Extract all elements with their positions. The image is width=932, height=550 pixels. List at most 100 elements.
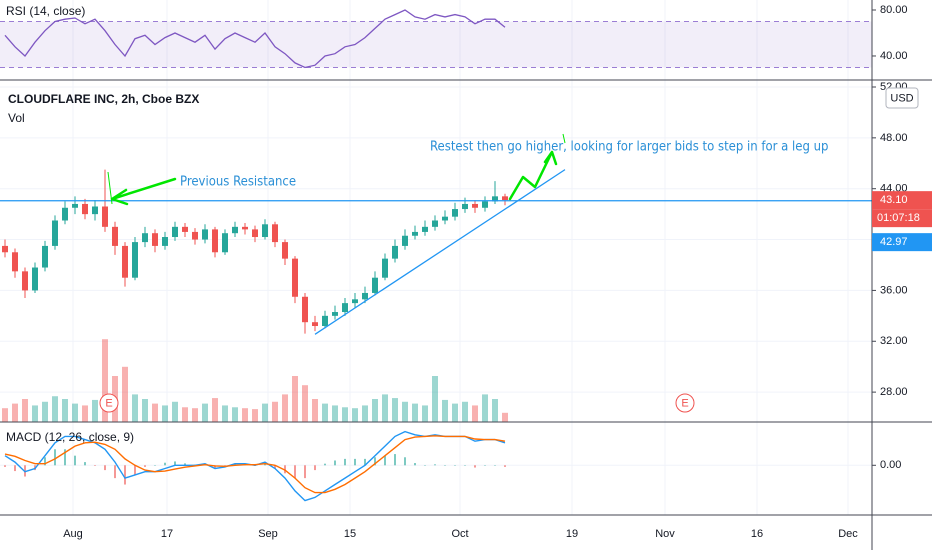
volume-bar — [492, 399, 498, 422]
rsi-label: RSI (14, close) — [6, 4, 85, 18]
earnings-marker-label[interactable]: E — [681, 397, 688, 409]
volume-bar — [152, 403, 158, 422]
volume-bar — [62, 399, 68, 422]
countdown-tag — [872, 209, 932, 228]
grid — [72, 0, 849, 515]
candle-body — [212, 229, 218, 253]
volume-bar — [182, 407, 188, 422]
earnings-marker-label[interactable]: E — [105, 397, 112, 409]
candle-body — [392, 245, 398, 259]
macd-histogram-bar — [234, 463, 236, 466]
countdown-label: 01:07:18 — [877, 212, 920, 224]
x-tick-label: Dec — [838, 528, 858, 540]
candle-body — [282, 242, 288, 259]
currency-button[interactable] — [885, 87, 919, 109]
y-tick-label: 36.00 — [880, 284, 908, 296]
volume-bar — [102, 339, 108, 422]
rsi-line — [4, 9, 506, 69]
candle-body — [482, 201, 488, 208]
earnings-marker[interactable] — [675, 393, 695, 413]
macd-histogram-bar — [284, 465, 286, 474]
volume-bar — [272, 401, 278, 422]
y-tick-label: 28.00 — [880, 386, 908, 398]
candle-body — [502, 196, 508, 201]
volume-bar — [382, 394, 388, 422]
price-tags: 43.10 01:07:18 42.97 — [872, 191, 932, 252]
volume-bar — [192, 408, 198, 422]
candle-body — [92, 206, 98, 215]
trend-line — [314, 169, 566, 335]
candle-body — [492, 196, 498, 202]
candle-body — [192, 231, 198, 240]
macd-histogram-bar — [264, 463, 266, 466]
annotation: Previous Resistance — [180, 175, 296, 190]
volume-bar — [432, 376, 438, 422]
currency-label[interactable]: USD — [890, 92, 913, 104]
volume-bar — [162, 405, 168, 422]
earnings-marker[interactable] — [99, 393, 119, 413]
macd-histogram-bar — [274, 465, 276, 469]
candle-body — [102, 206, 108, 227]
annotation: Restest then go higher, looking for larg… — [430, 140, 828, 155]
candle-body — [412, 231, 418, 236]
symbol-title[interactable]: CLOUDFLARE INC, 2h, Cboe BZX — [8, 92, 199, 106]
volume-bar — [372, 399, 378, 422]
volume-bar — [482, 394, 488, 422]
candle-body — [462, 203, 468, 210]
candle-body — [82, 203, 88, 215]
x-tick-label: 16 — [751, 528, 763, 540]
volume-bar — [22, 399, 28, 422]
volume-bar — [142, 399, 148, 422]
candle-body — [152, 233, 158, 246]
volume-bar — [232, 407, 238, 422]
candle-body — [52, 220, 58, 246]
macd-histogram-bar — [124, 465, 126, 485]
candle-body — [142, 233, 148, 243]
candle-body — [272, 224, 278, 243]
candle-body — [122, 245, 128, 278]
bid-price-label: 42.97 — [880, 236, 908, 248]
volume-bar — [42, 401, 48, 422]
candle-body — [1, 245, 8, 253]
candle-body — [262, 224, 268, 238]
macd-histogram-bar — [184, 463, 186, 466]
volume-bar — [422, 405, 428, 422]
candle-body — [312, 322, 318, 327]
volume-bar — [72, 403, 78, 422]
volume-bar — [392, 398, 398, 422]
x-tick-label: Nov — [655, 528, 675, 540]
macd-histogram-bar — [154, 465, 156, 466]
candle-body — [452, 209, 458, 217]
candle-body — [442, 216, 448, 221]
candle-body — [162, 237, 168, 246]
candle-body — [62, 207, 68, 221]
candle-body — [402, 235, 408, 246]
x-tick-label: 19 — [566, 528, 578, 540]
macd-histogram-bar — [134, 465, 136, 475]
candle-body — [362, 292, 368, 300]
x-tick-label: 15 — [344, 528, 356, 540]
macd-histogram-bar — [54, 449, 56, 466]
last-price-tag — [872, 191, 932, 210]
candle-body — [22, 271, 28, 291]
macd-histogram-bar — [314, 465, 316, 471]
rsi-band — [0, 21, 872, 68]
volume-bar — [12, 403, 18, 422]
x-tick-label: Sep — [258, 528, 278, 540]
candle-body — [432, 220, 438, 227]
volume-bar — [212, 398, 218, 422]
volume-bar — [342, 407, 348, 422]
macd-histogram-bar — [294, 465, 296, 479]
macd-histogram-bar — [404, 457, 406, 466]
volume-bar — [82, 405, 88, 422]
x-tick-label: Aug — [63, 528, 83, 540]
y-tick-label: 80.00 — [880, 4, 908, 16]
volume-bar — [332, 405, 338, 422]
volume-bar — [132, 394, 138, 422]
volume-bar — [302, 385, 308, 422]
macd-histogram-bar — [174, 461, 176, 466]
candle-body — [342, 303, 348, 313]
y-tick-label: 40.00 — [880, 50, 908, 62]
macd-histogram-bar — [114, 465, 116, 479]
